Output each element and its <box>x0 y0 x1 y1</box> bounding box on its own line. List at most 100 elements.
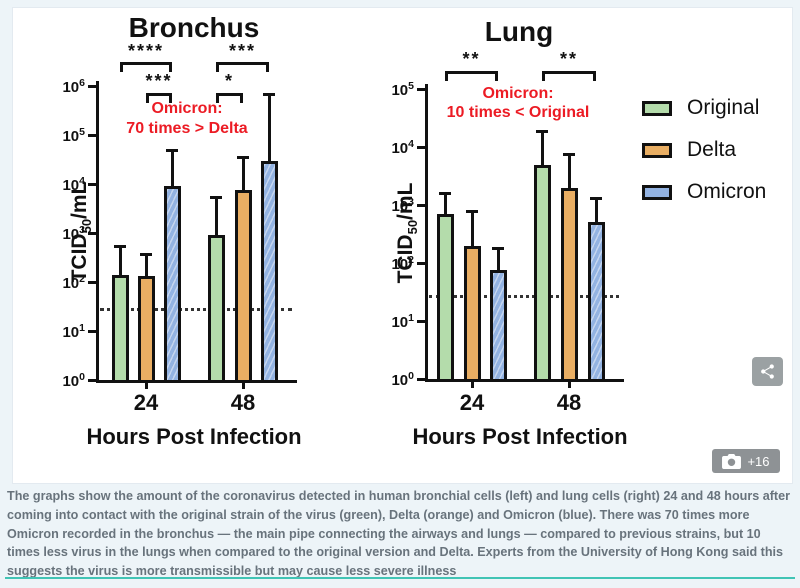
error-bar <box>241 157 245 191</box>
y-tick <box>417 204 425 207</box>
error-bar-cap <box>536 129 548 133</box>
bronchus-chart: Bronchus 106 105 104 103 102 101 100 TCID50/mL 24… <box>13 8 792 483</box>
error-bar-cap <box>166 148 178 152</box>
bar-original-24h <box>436 213 454 382</box>
x-tick <box>144 383 148 389</box>
bar-delta-48h <box>234 190 252 383</box>
error-bar <box>267 93 271 161</box>
bar-original-48h <box>207 235 225 383</box>
error-bar-cap <box>590 197 602 201</box>
x-axis <box>425 379 624 382</box>
significance-stars: **** <box>127 41 165 61</box>
significance-bracket <box>120 62 172 72</box>
bar-omicron-48h <box>587 222 605 382</box>
error-bar <box>567 154 571 188</box>
y-tick-label: 102 <box>391 254 414 273</box>
caption: The graphs show the amount of the corona… <box>7 489 791 579</box>
y-tick <box>88 281 96 284</box>
error-bar-cap <box>466 209 478 213</box>
error-bar-cap <box>210 195 222 199</box>
detection-limit-line <box>100 308 292 312</box>
error-bar-cap <box>492 247 504 251</box>
x-tick-label: 24 <box>459 390 485 415</box>
x-axis-label: Hours Post Infection <box>412 424 628 449</box>
chart-title: Lung <box>484 16 554 47</box>
error-bar-cap <box>114 244 126 248</box>
y-tick <box>88 183 96 186</box>
y-axis <box>425 84 428 382</box>
error-bar <box>470 210 474 246</box>
x-tick-label: 24 <box>133 390 159 415</box>
annotation-note-line: Omicron: <box>482 85 554 102</box>
significance-stars: * <box>224 71 234 91</box>
y-tick <box>88 330 96 333</box>
error-bar <box>118 245 122 275</box>
x-tick-label: 48 <box>230 390 256 415</box>
annotation-note-line: 10 times < Original <box>446 104 590 121</box>
y-tick-label: 105 <box>62 126 85 145</box>
y-tick-label: 104 <box>62 175 85 194</box>
error-bar <box>214 196 218 236</box>
error-bar-cap <box>439 192 451 196</box>
y-tick-label: 106 <box>62 77 85 96</box>
y-tick-label: 104 <box>391 138 414 157</box>
significance-stars: ** <box>462 49 481 69</box>
bar-original-48h <box>533 165 551 382</box>
significance-stars: *** <box>228 41 256 61</box>
y-tick-label: 100 <box>391 370 414 389</box>
x-tick <box>470 382 474 388</box>
significance-bracket <box>542 71 596 81</box>
error-bar <box>170 149 174 187</box>
y-tick <box>417 320 425 323</box>
bar-delta-24h <box>463 245 481 382</box>
significance-bracket <box>445 71 498 81</box>
x-tick <box>241 383 245 389</box>
bar-delta-48h <box>560 187 578 382</box>
y-tick <box>417 262 425 265</box>
detection-limit-line <box>429 294 619 298</box>
x-axis-label: Hours Post Infection <box>86 424 302 449</box>
y-tick-label: 105 <box>391 80 414 99</box>
y-tick <box>417 146 425 149</box>
lung-chart: Lung 105 104 103 102 101 100 TCID50/mL 24 48 Hours… <box>13 8 792 483</box>
y-tick <box>88 232 96 235</box>
bar-delta-24h <box>137 276 155 383</box>
chart-title: Bronchus <box>128 12 260 43</box>
error-bar <box>540 130 544 166</box>
y-tick <box>88 134 96 137</box>
error-bar <box>144 253 148 277</box>
significance-stars: ** <box>559 49 578 69</box>
error-bar-cap <box>263 92 275 96</box>
x-tick <box>567 382 571 388</box>
y-axis <box>96 81 99 383</box>
divider-rule <box>5 577 795 579</box>
bar-omicron-24h <box>163 186 181 383</box>
x-axis <box>96 380 297 383</box>
annotation-note-line: Omicron: <box>151 100 223 117</box>
y-tick-label: 101 <box>391 312 414 331</box>
significance-bracket <box>216 93 243 103</box>
significance-bracket <box>216 62 269 72</box>
y-tick-label: 103 <box>62 224 85 243</box>
error-bar-cap <box>563 153 575 157</box>
y-tick <box>88 85 96 88</box>
y-axis-label: TCID50/mL <box>394 182 420 284</box>
share-icon <box>759 363 776 380</box>
error-bar <box>594 198 598 223</box>
y-tick <box>88 379 96 382</box>
y-tick-label: 102 <box>62 273 85 292</box>
error-bar <box>496 248 500 271</box>
x-tick-label: 48 <box>556 390 582 415</box>
y-tick-label: 100 <box>62 371 85 390</box>
significance-stars: *** <box>145 71 173 91</box>
bar-original-24h <box>111 274 129 383</box>
y-tick <box>417 378 425 381</box>
significance-bracket <box>146 93 172 103</box>
y-tick-label: 103 <box>391 196 414 215</box>
camera-icon <box>722 453 742 469</box>
photo-count-badge[interactable]: +16 <box>712 449 780 473</box>
bar-omicron-48h <box>260 160 278 383</box>
bar-omicron-24h <box>489 270 507 382</box>
share-button[interactable] <box>752 357 783 386</box>
figure-area: Bronchus 106 105 104 103 102 101 100 TCID50/mL 24… <box>12 7 793 484</box>
